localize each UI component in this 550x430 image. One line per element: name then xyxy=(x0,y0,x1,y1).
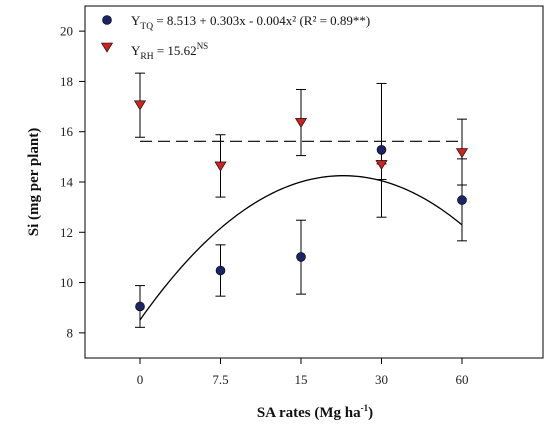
point-tq xyxy=(376,145,387,155)
y-tick-label: 12 xyxy=(60,225,73,240)
point-tq xyxy=(296,252,306,262)
x-axis-title: SA rates (Mg ha-1) xyxy=(257,403,373,421)
y-tick-label: 18 xyxy=(60,74,73,89)
legend-label-rh: YRH = 15.62NS xyxy=(131,41,208,62)
y-axis-title: Si (mg per plant) xyxy=(26,128,42,236)
legend-label-tq: YTQ = 8.513 + 0.303x - 0.004x² (R² = 0.8… xyxy=(131,13,370,32)
x-tick-label: 15 xyxy=(295,372,308,387)
data-points xyxy=(133,100,469,312)
y-tick-label: 16 xyxy=(60,124,74,139)
point-rh xyxy=(455,148,469,159)
error-bars xyxy=(135,72,467,328)
fit-line-tq xyxy=(139,175,463,321)
point-tq xyxy=(135,301,145,312)
x-tick-label: 30 xyxy=(375,372,388,387)
y-tick-label: 14 xyxy=(60,175,74,190)
legend-marker-rh xyxy=(100,42,114,53)
x-axis: 0 7.5 15 30 60 xyxy=(137,358,469,387)
y-tick-label: 8 xyxy=(67,325,74,340)
y-tick-label: 20 xyxy=(60,24,73,39)
point-rh xyxy=(294,118,308,128)
x-tick-label: 60 xyxy=(456,372,469,387)
point-tq xyxy=(457,195,467,205)
point-tq xyxy=(215,265,226,276)
plot-frame xyxy=(84,5,544,359)
x-tick-label: 7.5 xyxy=(212,372,228,387)
point-rh xyxy=(375,160,388,170)
point-rh xyxy=(133,100,147,111)
legend-marker-tq xyxy=(102,15,112,25)
x-tick-label: 0 xyxy=(137,372,144,387)
y-tick-label: 10 xyxy=(60,275,73,290)
legend: YTQ = 8.513 + 0.303x - 0.004x² (R² = 0.8… xyxy=(100,13,370,62)
point-rh xyxy=(214,161,227,172)
fit-lines xyxy=(139,140,463,321)
y-axis: 8 10 12 14 16 18 20 xyxy=(60,24,85,340)
